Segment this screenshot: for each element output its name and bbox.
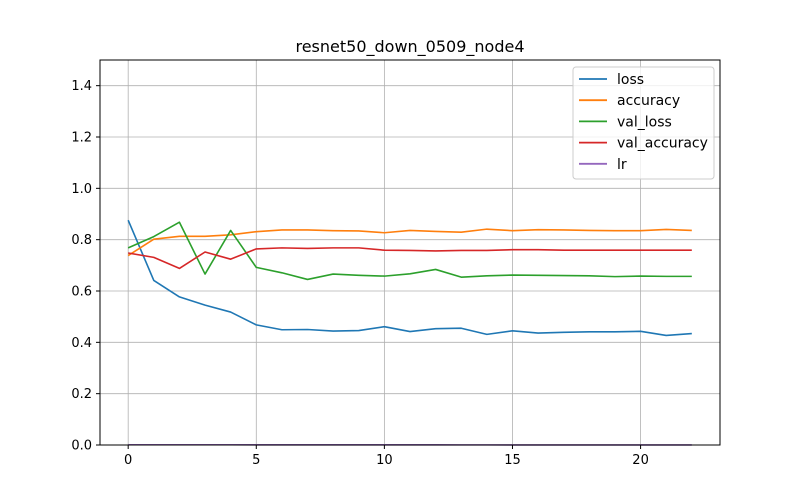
- axes: 0 5 10 15 20 0.0 0.2 0.4 0.6 0.8 1.0 1.2 1.4: [71, 79, 649, 468]
- x-tick-label: 5: [252, 453, 260, 468]
- x-tick-label: 0: [124, 453, 132, 468]
- x-tick-label: 20: [632, 453, 649, 468]
- series-line-val-loss: [127, 221, 692, 281]
- y-tick-label: 1.0: [71, 182, 92, 197]
- legend-label: accuracy: [617, 93, 680, 109]
- series-line-accuracy: [127, 228, 692, 257]
- grid-lines: [100, 60, 720, 446]
- y-tick-label: 0.0: [71, 439, 92, 454]
- x-tick-label: 15: [504, 453, 521, 468]
- x-tick-label: 10: [376, 453, 393, 468]
- plot-area-frame: [99, 59, 721, 446]
- y-tick-label: 0.8: [71, 233, 92, 248]
- y-tick-label: 1.4: [71, 79, 92, 94]
- legend-label: loss: [617, 72, 644, 88]
- chart-title: resnet50_down_0509_node4: [295, 37, 524, 57]
- legend-label: val_accuracy: [617, 136, 708, 152]
- y-tick-label: 0.2: [71, 387, 92, 402]
- legend-box: [572, 66, 715, 180]
- series-line-loss: [127, 219, 692, 337]
- legend-label: lr: [617, 157, 627, 173]
- y-tick-label: 0.4: [71, 336, 92, 351]
- y-tick-label: 1.2: [71, 131, 92, 146]
- series-line-val-accuracy: [128, 247, 692, 270]
- legend-label: val_loss: [617, 114, 672, 130]
- y-tick-label: 0.6: [71, 285, 92, 300]
